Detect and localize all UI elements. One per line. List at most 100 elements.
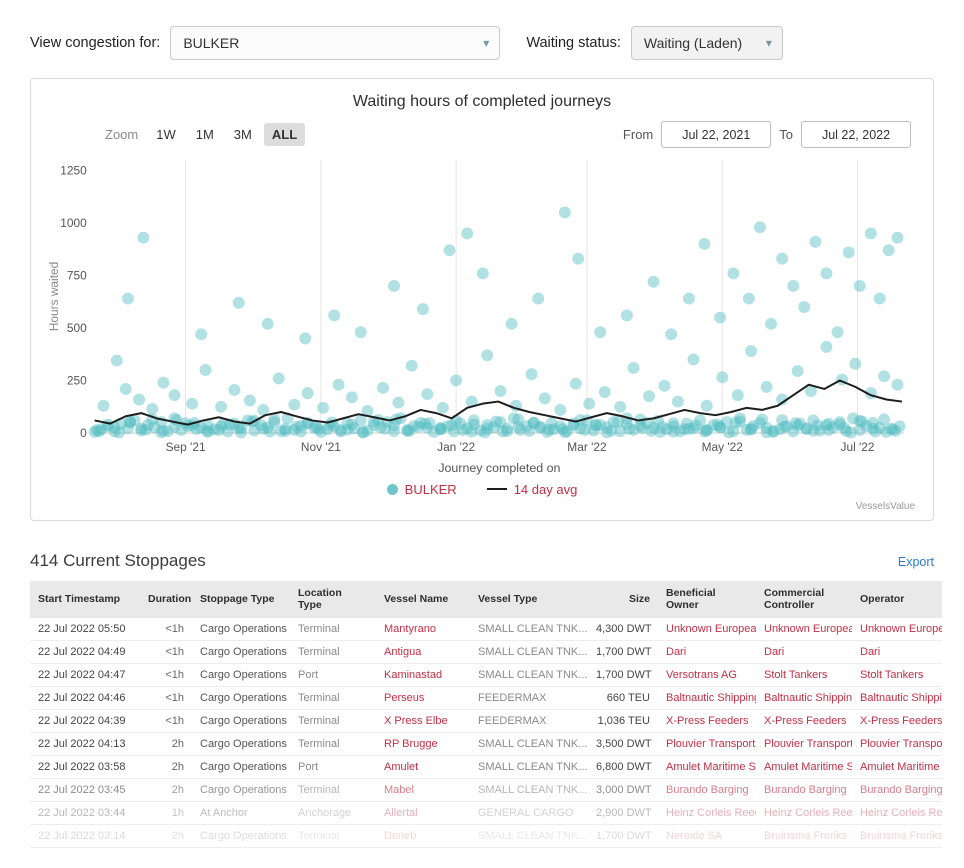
cell-vessel-name[interactable]: X Press Elbe [376, 709, 470, 733]
date-range-controls: From To [623, 121, 911, 148]
cell-commercial-controller[interactable]: Bruinsma Freriks T... [756, 824, 852, 848]
cell-beneficial-owner[interactable]: Versotrans AG [658, 663, 756, 687]
cell-start-timestamp: 22 Jul 2022 03:45 [30, 778, 140, 802]
cell-beneficial-owner[interactable]: Unknown European [658, 617, 756, 641]
cell-stoppage-type: At Anchor [192, 801, 290, 825]
cell-commercial-controller[interactable]: Amulet Maritime S... [756, 755, 852, 779]
chevron-down-icon: ▾ [483, 36, 490, 50]
cell-start-timestamp: 22 Jul 2022 04:13 [30, 732, 140, 756]
congestion-select[interactable]: BULKER ▾ [170, 26, 501, 60]
waiting-status-select[interactable]: Waiting (Laden) ▾ [630, 26, 783, 60]
x-axis-label: Journey completed on [438, 461, 560, 475]
to-date-input[interactable] [801, 121, 911, 148]
zoom-label: Zoom [105, 127, 139, 142]
cell-beneficial-owner[interactable]: Amulet Maritime S... [658, 755, 756, 779]
cell-duration: 2h [140, 824, 192, 848]
cell-vessel-type: SMALL CLEAN TNK... [470, 617, 588, 641]
y-tick-label: 500 [67, 321, 87, 335]
cell-location-type: Terminal [290, 732, 376, 756]
column-header-operator[interactable]: Operator [852, 580, 942, 618]
cell-operator[interactable]: Amulet Maritime S... [852, 755, 942, 779]
cell-vessel-type: GENERAL CARGO [470, 801, 588, 825]
cell-duration: 2h [140, 755, 192, 779]
zoom-1m-button[interactable]: 1M [188, 123, 222, 146]
stoppages-table: Start Timestamp Duration Stoppage Type L… [30, 580, 942, 848]
cell-vessel-name[interactable]: Mantyrano [376, 617, 470, 641]
zoom-3m-button[interactable]: 3M [226, 123, 260, 146]
cell-operator[interactable]: Burando Barging [852, 778, 942, 802]
cell-vessel-name[interactable]: Deneb [376, 824, 470, 848]
cell-beneficial-owner[interactable]: Dari [658, 640, 756, 664]
cell-vessel-name[interactable]: Allertal [376, 801, 470, 825]
legend-item-bulker[interactable]: BULKER [386, 482, 457, 497]
x-tick-label: May '22 [702, 440, 744, 454]
zoom-1w-button[interactable]: 1W [148, 123, 184, 146]
cell-vessel-name[interactable]: RP Brugge [376, 732, 470, 756]
cell-operator[interactable]: X-Press Feeders [852, 709, 942, 733]
export-link[interactable]: Export [897, 554, 934, 569]
cell-beneficial-owner[interactable]: Burando Barging [658, 778, 756, 802]
cell-vessel-name[interactable]: Antigua [376, 640, 470, 664]
cell-duration: 2h [140, 778, 192, 802]
y-tick-label: 0 [80, 426, 87, 440]
scatter-chart[interactable]: Sep '21 Nov '21 Jan '22 Mar '22 May '22 Jul '… [45, 150, 919, 478]
column-header-size[interactable]: Size [588, 580, 658, 618]
cell-operator[interactable]: Bruinsma Freriks T... [852, 824, 942, 848]
cell-commercial-controller[interactable]: Dari [756, 640, 852, 664]
y-tick-label: 1000 [60, 216, 87, 230]
cell-vessel-name[interactable]: Perseus [376, 686, 470, 710]
cell-duration: <1h [140, 709, 192, 733]
legend-item-avg[interactable]: 14 day avg [486, 482, 577, 497]
cell-commercial-controller[interactable]: Stolt Tankers [756, 663, 852, 687]
column-header-commercial-controller[interactable]: Commercial Controller [756, 580, 852, 618]
cell-location-type: Terminal [290, 640, 376, 664]
cell-beneficial-owner[interactable]: X-Press Feeders [658, 709, 756, 733]
column-header-stoppage-type[interactable]: Stoppage Type [192, 580, 290, 618]
filter-bar: View congestion for: BULKER ▾ Waiting st… [30, 26, 934, 60]
column-header-location-type[interactable]: Location Type [290, 580, 376, 618]
cell-beneficial-owner[interactable]: Plouvier Transport [658, 732, 756, 756]
column-header-vessel-name[interactable]: Vessel Name [376, 580, 470, 618]
column-header-vessel-type[interactable]: Vessel Type [470, 580, 588, 618]
cell-vessel-type: SMALL CLEAN TNK... [470, 778, 588, 802]
cell-vessel-name[interactable]: Amulet [376, 755, 470, 779]
cell-stoppage-type: Cargo Operations [192, 686, 290, 710]
column-header-beneficial-owner[interactable]: Beneficial Owner [658, 580, 756, 618]
cell-commercial-controller[interactable]: Baltnautic Shipping [756, 686, 852, 710]
x-tick-label: Sep '21 [166, 440, 206, 454]
cell-commercial-controller[interactable]: X-Press Feeders [756, 709, 852, 733]
zoom-all-button[interactable]: ALL [263, 123, 306, 146]
cell-size: 1,700 DWT [588, 663, 658, 687]
cell-commercial-controller[interactable]: Plouvier Transport [756, 732, 852, 756]
table-row: 22 Jul 2022 03:14 2h Cargo Operations Termi… [30, 824, 942, 848]
column-header-start-timestamp[interactable]: Start Timestamp [30, 580, 140, 618]
chart-title: Waiting hours of completed journeys [352, 93, 612, 110]
cell-operator[interactable]: Heinz Corleis Reed... [852, 801, 942, 825]
cell-location-type: Terminal [290, 709, 376, 733]
cell-operator[interactable]: Stolt Tankers [852, 663, 942, 687]
cell-stoppage-type: Cargo Operations [192, 709, 290, 733]
cell-beneficial-owner[interactable]: Baltnautic Shipping [658, 686, 756, 710]
cell-operator[interactable]: Baltnautic Shipping [852, 686, 942, 710]
cell-start-timestamp: 22 Jul 2022 04:49 [30, 640, 140, 664]
scatter-series [88, 206, 906, 439]
cell-commercial-controller[interactable]: Burando Barging [756, 778, 852, 802]
cell-beneficial-owner[interactable]: Nereide SA [658, 824, 756, 848]
cell-operator[interactable]: Plouvier Transport [852, 732, 942, 756]
cell-operator[interactable]: Unknown European [852, 617, 942, 641]
cell-commercial-controller[interactable]: Unknown European [756, 617, 852, 641]
from-date-input[interactable] [661, 121, 772, 148]
cell-beneficial-owner[interactable]: Heinz Corleis Reed... [658, 801, 756, 825]
chart-legend: BULKER 14 day avg [45, 482, 919, 497]
cell-start-timestamp: 22 Jul 2022 04:39 [30, 709, 140, 733]
y-axis-label: Hours waited [47, 262, 61, 331]
cell-stoppage-type: Cargo Operations [192, 640, 290, 664]
cell-operator[interactable]: Dari [852, 640, 942, 664]
cell-vessel-name[interactable]: Kaminastad [376, 663, 470, 687]
cell-vessel-name[interactable]: Mabel [376, 778, 470, 802]
cell-commercial-controller[interactable]: Heinz Corleis Reed... [756, 801, 852, 825]
cell-stoppage-type: Cargo Operations [192, 663, 290, 687]
stoppages-title: 414 Current Stoppages [30, 550, 206, 570]
series-line-icon [486, 488, 507, 491]
column-header-duration[interactable]: Duration [140, 580, 192, 618]
